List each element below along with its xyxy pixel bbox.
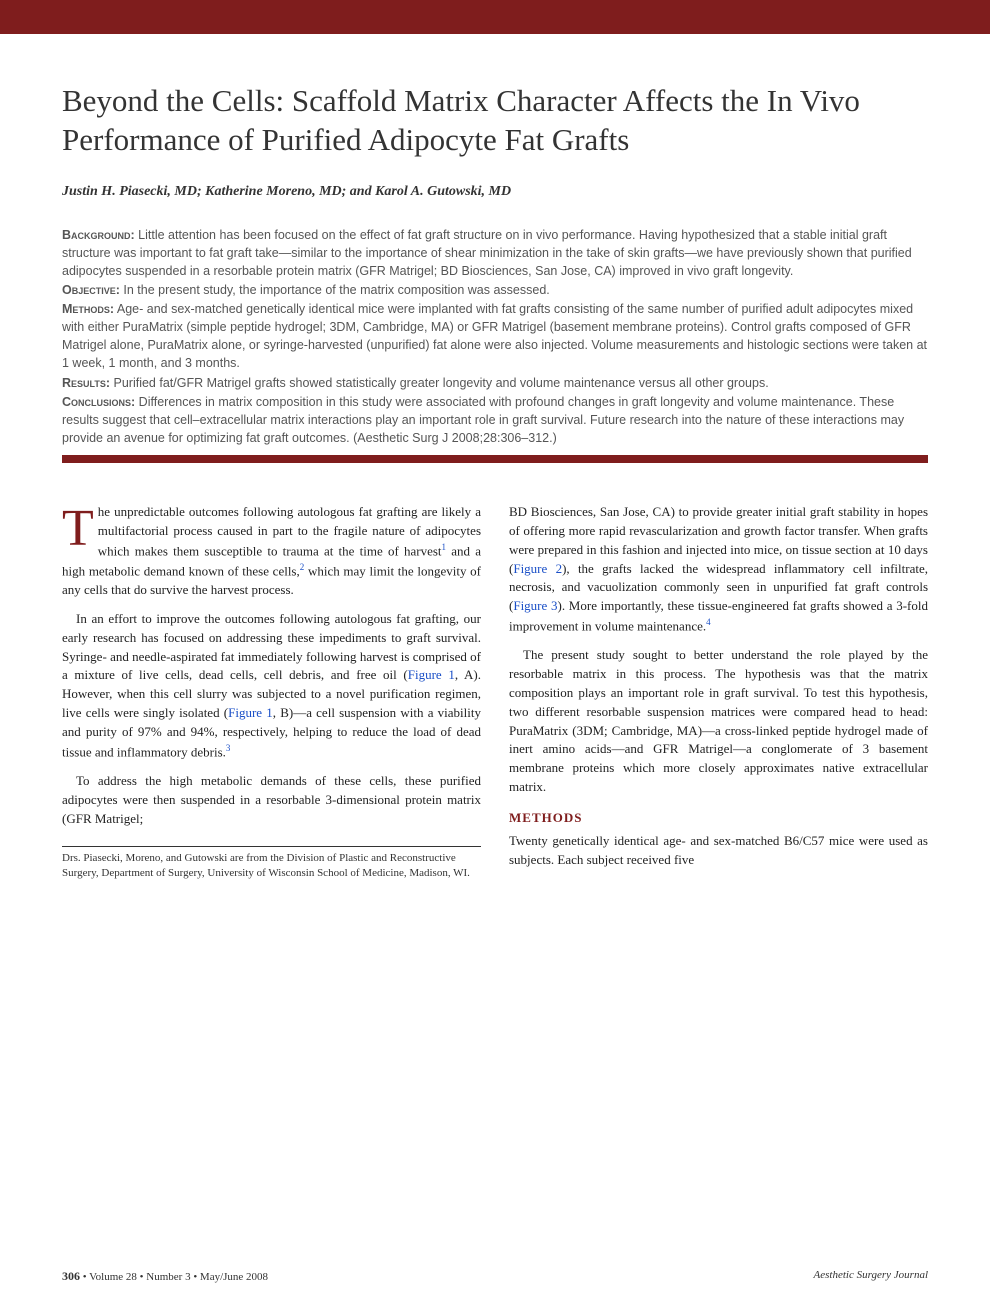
abstract-objective-label: Objective: — [62, 283, 120, 297]
dropcap-letter: T — [62, 503, 98, 551]
abstract-divider-bar — [62, 455, 928, 463]
column-right: BD Biosciences, San Jose, CA) to provide… — [509, 503, 928, 891]
abstract-background: Background: Little attention has been fo… — [62, 226, 928, 280]
abstract-conclusions: Conclusions: Differences in matrix compo… — [62, 393, 928, 447]
methods-heading: METHODS — [509, 809, 928, 828]
abstract-methods-label: Methods: — [62, 302, 114, 316]
abstract-results-text: Purified fat/GFR Matrigel grafts showed … — [110, 376, 769, 390]
issue-info: • Volume 28 • Number 3 • May/June 2008 — [80, 1271, 268, 1283]
citation-4[interactable]: 4 — [706, 617, 711, 627]
figure-1-link-a[interactable]: Figure 1 — [408, 667, 455, 682]
abstract-background-text: Little attention has been focused on the… — [62, 228, 912, 278]
body-p3: To address the high metabolic demands of… — [62, 772, 481, 829]
abstract-block: Background: Little attention has been fo… — [62, 226, 928, 448]
abstract-results: Results: Purified fat/GFR Matrigel graft… — [62, 374, 928, 392]
article-title: Beyond the Cells: Scaffold Matrix Charac… — [62, 82, 928, 160]
body-p4: BD Biosciences, San Jose, CA) to provide… — [509, 503, 928, 636]
abstract-results-label: Results: — [62, 376, 110, 390]
abstract-methods: Methods: Age- and sex-matched geneticall… — [62, 300, 928, 373]
footer-left: 306 • Volume 28 • Number 3 • May/June 20… — [62, 1269, 268, 1284]
figure-2-link[interactable]: Figure 2 — [513, 561, 562, 576]
citation-3[interactable]: 3 — [226, 743, 231, 753]
abstract-background-label: Background: — [62, 228, 135, 242]
footer-journal: Aesthetic Surgery Journal — [814, 1269, 928, 1284]
body-p5: The present study sought to better under… — [509, 646, 928, 797]
abstract-conclusions-text: Differences in matrix composition in thi… — [62, 395, 904, 445]
author-affiliation: Drs. Piasecki, Moreno, and Gutowski are … — [62, 851, 481, 881]
body-p1-a: he unpredictable outcomes following auto… — [98, 504, 481, 558]
page-number: 306 — [62, 1269, 80, 1283]
abstract-objective: Objective: In the present study, the imp… — [62, 281, 928, 299]
page-content: Beyond the Cells: Scaffold Matrix Charac… — [0, 34, 990, 891]
authors-line: Justin H. Piasecki, MD; Katherine Moreno… — [62, 184, 928, 200]
figure-1-link-b[interactable]: Figure 1 — [228, 705, 273, 720]
column-left: The unpredictable outcomes following aut… — [62, 503, 481, 891]
body-p6: Twenty genetically identical age- and se… — [509, 832, 928, 870]
body-p4-c: ). More importantly, these tissue-engine… — [509, 598, 928, 633]
page-footer: 306 • Volume 28 • Number 3 • May/June 20… — [62, 1269, 928, 1284]
body-p1: The unpredictable outcomes following aut… — [62, 503, 481, 600]
abstract-methods-text: Age- and sex-matched genetically identic… — [62, 302, 927, 370]
abstract-objective-text: In the present study, the importance of … — [120, 283, 550, 297]
abstract-conclusions-label: Conclusions: — [62, 395, 135, 409]
body-two-columns: The unpredictable outcomes following aut… — [62, 503, 928, 891]
figure-3-link[interactable]: Figure 3 — [513, 598, 557, 613]
top-brand-bar — [0, 0, 990, 34]
body-p2: In an effort to improve the outcomes fol… — [62, 610, 481, 762]
affiliation-rule — [62, 846, 481, 847]
